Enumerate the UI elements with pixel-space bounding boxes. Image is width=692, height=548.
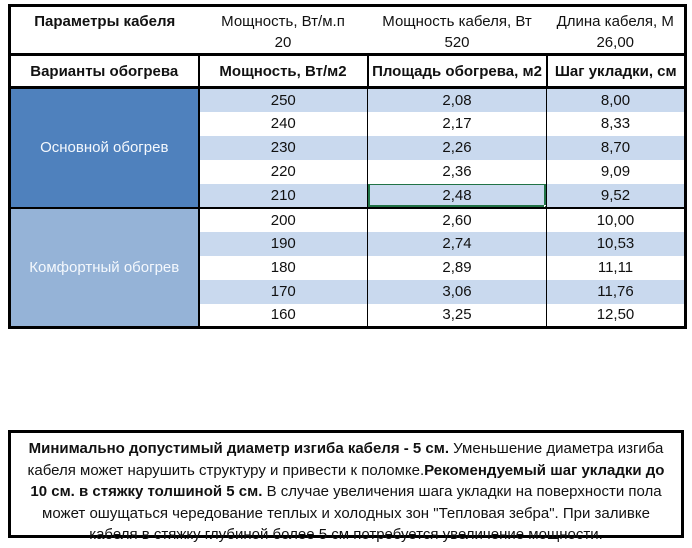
- cell-power[interactable]: 220: [198, 159, 368, 184]
- cell-power[interactable]: 210: [198, 183, 368, 208]
- table-row: 160 3,25 12,50: [10, 303, 686, 328]
- param-label-cell[interactable]: Мощность, Вт/м.п: [221, 12, 345, 30]
- cell-area[interactable]: 3,06: [367, 279, 547, 304]
- param-label-cell[interactable]: Длина кабеля, М: [556, 12, 674, 30]
- cell-area[interactable]: 2,17: [367, 111, 547, 136]
- header-cell-step[interactable]: Шаг укладки, см: [545, 53, 687, 89]
- header-cell-area[interactable]: Площадь обогрева, м2: [366, 53, 548, 89]
- cell-step[interactable]: 8,33: [546, 111, 686, 136]
- cell-power[interactable]: 250: [198, 87, 368, 112]
- cell-step[interactable]: 9,52: [546, 183, 686, 208]
- param-value-cell[interactable]: 20: [198, 32, 368, 56]
- category-cell-comfort-heating[interactable]: Комфортный обогрев: [9, 206, 200, 328]
- cell-area[interactable]: 2,08: [367, 87, 547, 112]
- section-comfort-heating: Комфортный обогрев 200 2,60 10,00 190 2,…: [9, 206, 686, 328]
- cable-params-section: Параметры кабеля Мощность, Вт/м.п Мощнос…: [9, 6, 686, 56]
- header-cell-power[interactable]: Мощность, Вт/м2: [197, 53, 369, 89]
- section-main-heating: Основной обогрев 250 2,08 8,00 240 2,17 …: [9, 87, 686, 208]
- params-title-cell[interactable]: Параметры кабеля: [34, 12, 176, 30]
- table-row: 170 3,06 11,76: [10, 279, 686, 304]
- cell-power[interactable]: 190: [198, 231, 368, 256]
- cell-area[interactable]: 2,36: [367, 159, 547, 184]
- note-segment: В случае увеличения шага укладки на пове…: [42, 483, 662, 543]
- cable-heating-table: Параметры кабеля Мощность, Вт/м.п Мощнос…: [8, 4, 687, 329]
- cell-step[interactable]: 9,09: [546, 159, 686, 184]
- param-label-cell[interactable]: Мощность кабеля, Вт: [382, 12, 532, 30]
- note-segment: Уменьшение диаметра изгиба кабеля может …: [27, 440, 664, 479]
- params-value-row: 20 520 26,00: [9, 32, 686, 56]
- cell-area[interactable]: 3,25: [367, 303, 547, 328]
- cell-step[interactable]: 12,50: [546, 303, 686, 328]
- cell-area[interactable]: 2,74: [367, 231, 547, 256]
- note-segment-bold: Минимально допустимый диаметр изгиба каб…: [28, 440, 450, 457]
- cell-step[interactable]: 10,00: [546, 206, 686, 232]
- table-row: Основной обогрев 250 2,08 8,00: [9, 87, 686, 208]
- table-row: 220 2,36 9,09: [10, 159, 686, 184]
- cell-area[interactable]: 2,60: [367, 206, 547, 232]
- table-row: 190 2,74 10,53: [10, 231, 686, 256]
- cell-step[interactable]: 8,70: [546, 135, 686, 160]
- table-row: 240 2,17 8,33: [10, 111, 686, 136]
- table-row: 180 2,89 11,11: [10, 255, 686, 280]
- note-segment-bold: Рекомендуемый шаг укладки до 10 см. в ст…: [30, 461, 665, 501]
- fill-handle[interactable]: [544, 204, 547, 208]
- cell-power[interactable]: 170: [198, 279, 368, 304]
- table-row: 230 2,26 8,70: [10, 135, 686, 160]
- cell-power[interactable]: 160: [198, 303, 368, 328]
- param-empty-cell[interactable]: [9, 32, 199, 56]
- selected-cell-value: 2,48: [442, 186, 472, 204]
- cell-power[interactable]: 200: [198, 206, 368, 232]
- cell-area[interactable]: 2,26: [367, 135, 547, 160]
- cell-step[interactable]: 11,11: [546, 255, 686, 280]
- table-header-row: Варианты обогрева Мощность, Вт/м2 Площад…: [8, 53, 687, 89]
- table-row: Комфортный обогрев 200 2,60 10,00: [9, 206, 686, 328]
- selected-cell[interactable]: 2,48: [367, 183, 547, 208]
- cell-power[interactable]: 230: [198, 135, 368, 160]
- param-value-cell[interactable]: 520: [367, 32, 547, 56]
- cell-step[interactable]: 11,76: [546, 279, 686, 304]
- cell-area[interactable]: 2,89: [367, 255, 547, 280]
- cell-power[interactable]: 240: [198, 111, 368, 136]
- cell-step[interactable]: 8,00: [546, 87, 686, 112]
- param-value-cell[interactable]: 26,00: [546, 32, 686, 56]
- note-box: Минимально допустимый диаметр изгиба каб…: [8, 430, 684, 543]
- cell-power[interactable]: 180: [198, 255, 368, 280]
- category-cell-main-heating[interactable]: Основной обогрев: [9, 87, 200, 208]
- params-label-row: Параметры кабеля Мощность, Вт/м.п Мощнос…: [10, 6, 686, 33]
- header-cell-variants[interactable]: Варианты обогрева: [8, 53, 200, 89]
- cell-step[interactable]: 10,53: [546, 231, 686, 256]
